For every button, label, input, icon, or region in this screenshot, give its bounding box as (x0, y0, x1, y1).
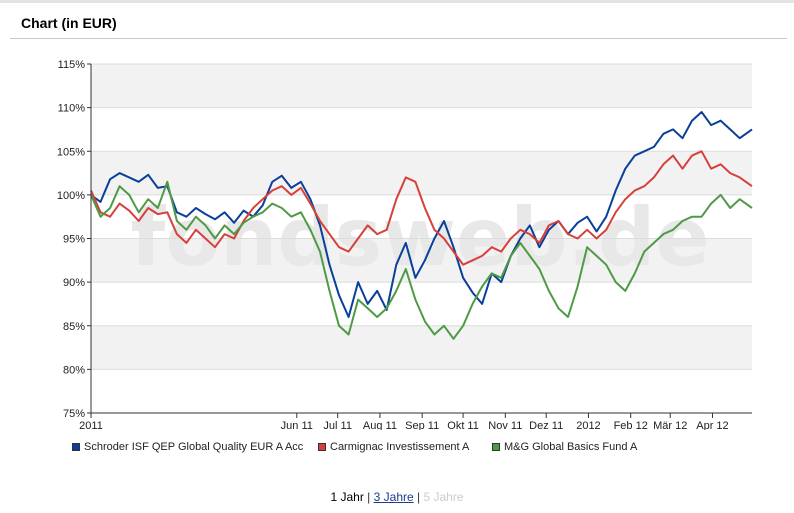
title-divider (10, 38, 787, 39)
y-tick-label: 80% (63, 364, 85, 376)
legend-swatch (492, 443, 500, 451)
x-tick-label: Okt 11 (447, 420, 479, 430)
x-tick-label: Jul 11 (323, 420, 352, 430)
y-tick-label: 90% (63, 277, 85, 289)
x-tick-label: Feb 12 (614, 420, 648, 430)
y-tick-label: 115% (58, 59, 86, 71)
range-separator: | (413, 490, 424, 504)
panel-title: Chart (in EUR) (21, 15, 117, 31)
x-tick-label: Apr 12 (696, 420, 728, 430)
series-line-1 (90, 111, 753, 318)
range-option-1: 1 Jahr (330, 490, 364, 504)
series-line-3 (90, 180, 753, 340)
legend-label: M&G Global Basics Fund A (504, 441, 638, 453)
chart-legend: Schroder ISF QEP Global Quality EUR A Ac… (0, 441, 794, 455)
range-selector: 1 Jahr | 3 Jahre | 5 Jahre (0, 490, 794, 504)
y-tick-label: 110% (58, 103, 86, 115)
y-tick-label: 75% (63, 408, 85, 420)
legend-swatch (318, 443, 326, 451)
chart-band (91, 64, 752, 108)
x-axis-ticks: 2011 Jun 11 Jul 11 Aug 11 Sep 11 Okt 11 Nov 11… (79, 413, 729, 430)
legend-label: Carmignac Investissement A (330, 441, 470, 453)
x-tick-label: Dez 11 (529, 420, 563, 430)
series-line-2 (90, 150, 753, 266)
y-tick-label: 95% (63, 234, 85, 246)
chart-series (90, 111, 753, 340)
range-option-2[interactable]: 3 Jahre (373, 490, 414, 504)
performance-chart: fondsweb.de 75%80%85%90%95%100%105%110%1… (57, 59, 753, 430)
y-tick-label: 100% (57, 190, 85, 202)
x-tick-label: Aug 11 (363, 420, 397, 430)
chart-band (91, 151, 752, 195)
range-option-3: 5 Jahre (423, 490, 464, 504)
legend-item: Schroder ISF QEP Global Quality EUR A Ac… (72, 441, 303, 453)
legend-item: M&G Global Basics Fund A (492, 441, 637, 453)
x-tick-label: 2012 (576, 420, 600, 430)
x-tick-label: 2011 (79, 420, 103, 430)
y-axis-ticks: 75% 80% 85% 90% 95% 100% 105% 110% 115% (57, 59, 91, 420)
y-tick-label: 85% (63, 321, 85, 333)
legend-item: Carmignac Investissement A (318, 441, 469, 453)
legend-label: Schroder ISF QEP Global Quality EUR A Ac… (84, 441, 304, 453)
range-separator: | (363, 490, 374, 504)
chart-band (91, 238, 752, 283)
chart-band (91, 325, 752, 370)
x-tick-label: Sep 11 (405, 420, 439, 430)
x-tick-label: Jun 11 (281, 420, 313, 430)
legend-swatch (72, 443, 80, 451)
header-band (0, 0, 794, 3)
x-tick-label: Nov 11 (488, 420, 522, 430)
x-tick-label: Mär 12 (653, 420, 687, 430)
y-tick-label: 105% (57, 146, 85, 158)
